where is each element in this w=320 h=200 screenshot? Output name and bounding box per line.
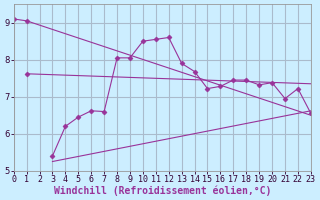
X-axis label: Windchill (Refroidissement éolien,°C): Windchill (Refroidissement éolien,°C) — [53, 185, 271, 196]
